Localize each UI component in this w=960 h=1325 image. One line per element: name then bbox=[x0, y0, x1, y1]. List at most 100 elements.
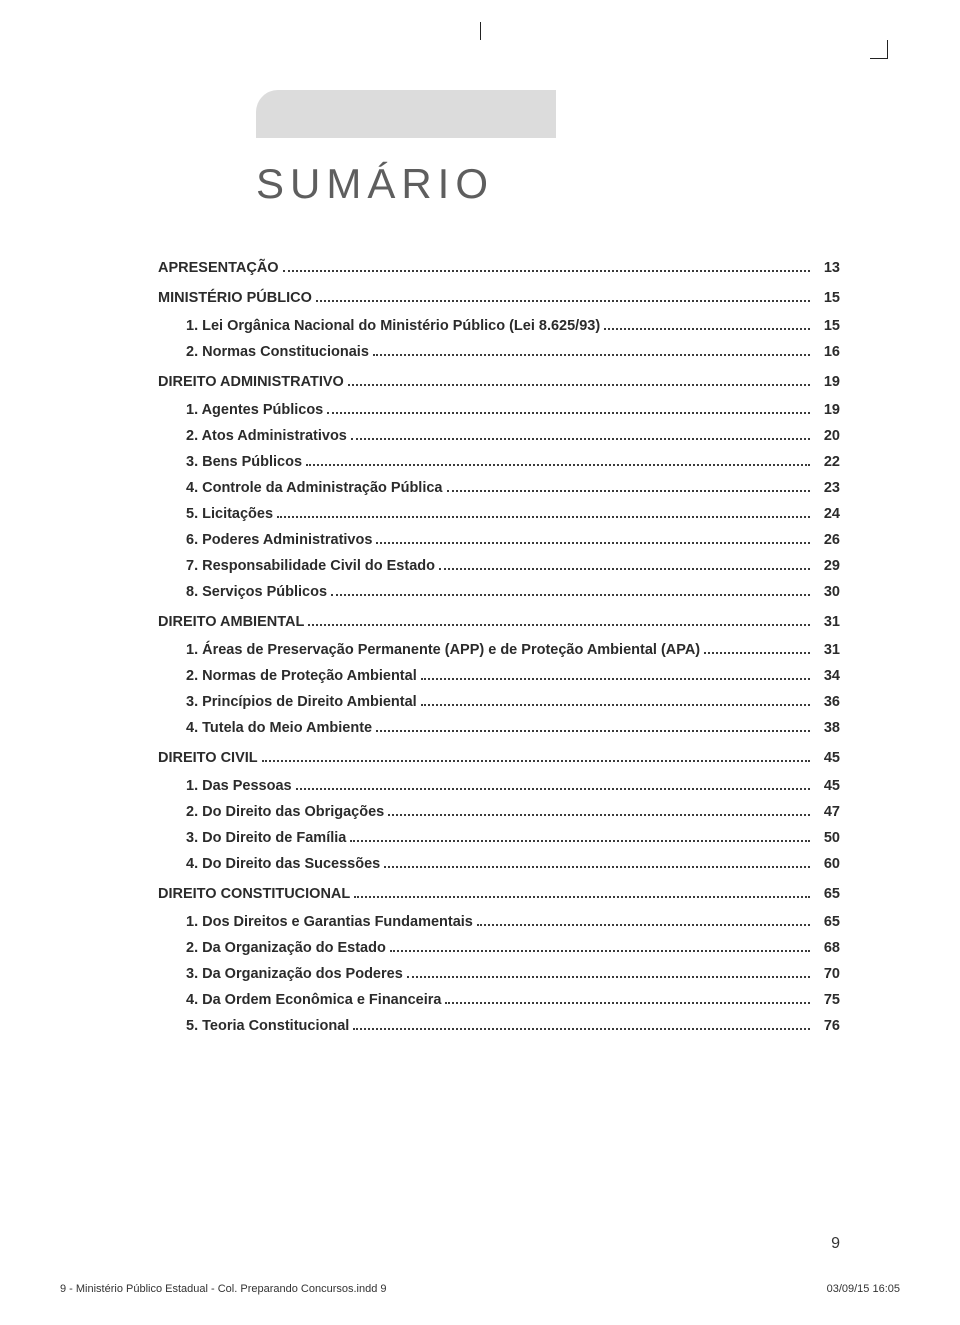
toc-sub-item: 1. Agentes Públicos19 bbox=[158, 402, 840, 418]
toc-leader bbox=[704, 652, 810, 654]
toc-leader bbox=[477, 924, 810, 926]
toc-leader bbox=[445, 1002, 810, 1004]
toc-page: 60 bbox=[816, 856, 840, 872]
toc-label: DIREITO CONSTITUCIONAL bbox=[158, 886, 350, 902]
toc-leader bbox=[277, 516, 810, 518]
toc-sub-item: 3. Do Direito de Família50 bbox=[158, 830, 840, 846]
toc-page: 23 bbox=[816, 480, 840, 496]
toc-sub-item: 4. Controle da Administração Pública23 bbox=[158, 480, 840, 496]
toc-leader bbox=[331, 594, 810, 596]
toc-page: 20 bbox=[816, 428, 840, 444]
toc-page: 65 bbox=[816, 914, 840, 930]
toc-sub-item: 5. Teoria Constitucional76 bbox=[158, 1018, 840, 1034]
toc-page: 70 bbox=[816, 966, 840, 982]
toc-page: 45 bbox=[816, 778, 840, 794]
toc-label: 4. Do Direito das Sucessões bbox=[186, 856, 380, 872]
toc-page: 13 bbox=[816, 260, 840, 276]
toc-page: 31 bbox=[816, 614, 840, 630]
page-number: 9 bbox=[831, 1235, 840, 1253]
toc-section: DIREITO AMBIENTAL 31 bbox=[158, 614, 840, 630]
header-tab bbox=[256, 90, 556, 138]
toc-label: 2. Normas Constitucionais bbox=[186, 344, 369, 360]
toc-page: 15 bbox=[816, 290, 840, 306]
toc-label: 2. Atos Administrativos bbox=[186, 428, 347, 444]
toc-sub-item: 3. Bens Públicos 22 bbox=[158, 454, 840, 470]
toc-leader bbox=[296, 788, 810, 790]
content-area: SUMÁRIO APRESENTAÇÃO13 MINISTÉRIO PÚBLICO… bbox=[158, 90, 840, 1205]
toc-page: 29 bbox=[816, 558, 840, 574]
toc-sub-item: 4. Da Ordem Econômica e Financeira75 bbox=[158, 992, 840, 1008]
toc-label: 4. Da Ordem Econômica e Financeira bbox=[186, 992, 441, 1008]
toc-page: 24 bbox=[816, 506, 840, 522]
toc-page: 36 bbox=[816, 694, 840, 710]
toc-label: 1. Áreas de Preservação Permanente (APP)… bbox=[186, 642, 700, 658]
toc-leader bbox=[351, 438, 810, 440]
toc-section: MINISTÉRIO PÚBLICO 15 bbox=[158, 290, 840, 306]
toc-label: 1. Agentes Públicos bbox=[186, 402, 323, 418]
toc-leader bbox=[327, 412, 810, 414]
toc-sub-item: 1. Áreas de Preservação Permanente (APP)… bbox=[158, 642, 840, 658]
toc-label: DIREITO ADMINISTRATIVO bbox=[158, 374, 344, 390]
toc-leader bbox=[262, 760, 810, 762]
toc-leader bbox=[308, 624, 810, 626]
footer-timestamp: 03/09/15 16:05 bbox=[827, 1283, 900, 1295]
toc-leader bbox=[604, 328, 810, 330]
toc-label: 5. Teoria Constitucional bbox=[186, 1018, 349, 1034]
footer-filename: 9 - Ministério Público Estadual - Col. P… bbox=[60, 1283, 387, 1295]
toc-sub-item: 7. Responsabilidade Civil do Estado 29 bbox=[158, 558, 840, 574]
toc-sub-item: 2. Atos Administrativos 20 bbox=[158, 428, 840, 444]
page: SUMÁRIO APRESENTAÇÃO13 MINISTÉRIO PÚBLICO… bbox=[0, 0, 960, 1325]
toc-leader bbox=[316, 300, 810, 302]
toc-leader bbox=[350, 840, 810, 842]
toc-label: 2. Da Organização do Estado bbox=[186, 940, 386, 956]
toc-label: 8. Serviços Públicos bbox=[186, 584, 327, 600]
toc-leader bbox=[373, 354, 810, 356]
toc-label: 4. Tutela do Meio Ambiente bbox=[186, 720, 372, 736]
toc-page: 19 bbox=[816, 374, 840, 390]
toc-label: 3. Do Direito de Família bbox=[186, 830, 346, 846]
toc-label: 6. Poderes Administrativos bbox=[186, 532, 372, 548]
toc-label: MINISTÉRIO PÚBLICO bbox=[158, 290, 312, 306]
crop-mark-corner bbox=[870, 40, 888, 58]
toc-label: 3. Bens Públicos bbox=[186, 454, 302, 470]
toc-section: DIREITO CONSTITUCIONAL65 bbox=[158, 886, 840, 902]
toc-label: 7. Responsabilidade Civil do Estado bbox=[186, 558, 435, 574]
toc-leader bbox=[407, 976, 810, 978]
toc-leader bbox=[376, 542, 810, 544]
toc-leader bbox=[439, 568, 810, 570]
toc-page: 31 bbox=[816, 642, 840, 658]
toc-label: 2. Normas de Proteção Ambiental bbox=[186, 668, 417, 684]
toc-label: 3. Princípios de Direito Ambiental bbox=[186, 694, 417, 710]
toc-page: 16 bbox=[816, 344, 840, 360]
toc-section: APRESENTAÇÃO13 bbox=[158, 260, 840, 276]
toc-sub-item: 2. Da Organização do Estado68 bbox=[158, 940, 840, 956]
table-of-contents: APRESENTAÇÃO13 MINISTÉRIO PÚBLICO 15 1. Lei… bbox=[158, 260, 840, 1034]
page-title: SUMÁRIO bbox=[256, 160, 840, 208]
toc-sub-item: 6. Poderes Administrativos26 bbox=[158, 532, 840, 548]
toc-sub-item: 2. Normas de Proteção Ambiental 34 bbox=[158, 668, 840, 684]
toc-page: 22 bbox=[816, 454, 840, 470]
toc-sub-item: 8. Serviços Públicos30 bbox=[158, 584, 840, 600]
toc-sub-item: 1. Dos Direitos e Garantias Fundamentais… bbox=[158, 914, 840, 930]
toc-sub-item: 2. Normas Constitucionais 16 bbox=[158, 344, 840, 360]
toc-sub-item: 4. Do Direito das Sucessões 60 bbox=[158, 856, 840, 872]
footer: 9 - Ministério Público Estadual - Col. P… bbox=[60, 1283, 900, 1295]
toc-label: DIREITO AMBIENTAL bbox=[158, 614, 304, 630]
toc-leader bbox=[354, 896, 810, 898]
toc-page: 34 bbox=[816, 668, 840, 684]
toc-leader bbox=[348, 384, 810, 386]
toc-page: 38 bbox=[816, 720, 840, 736]
toc-leader bbox=[306, 464, 810, 466]
toc-leader bbox=[421, 678, 810, 680]
toc-sub-item: 1. Das Pessoas 45 bbox=[158, 778, 840, 794]
toc-sub-item: 2. Do Direito das Obrigações47 bbox=[158, 804, 840, 820]
toc-label: 1. Das Pessoas bbox=[186, 778, 292, 794]
toc-section: DIREITO ADMINISTRATIVO 19 bbox=[158, 374, 840, 390]
toc-leader bbox=[384, 866, 810, 868]
toc-page: 45 bbox=[816, 750, 840, 766]
toc-label: 1. Dos Direitos e Garantias Fundamentais bbox=[186, 914, 473, 930]
toc-leader bbox=[283, 270, 810, 272]
toc-section: DIREITO CIVIL45 bbox=[158, 750, 840, 766]
toc-page: 15 bbox=[816, 318, 840, 334]
toc-label: 1. Lei Orgânica Nacional do Ministério P… bbox=[186, 318, 600, 334]
